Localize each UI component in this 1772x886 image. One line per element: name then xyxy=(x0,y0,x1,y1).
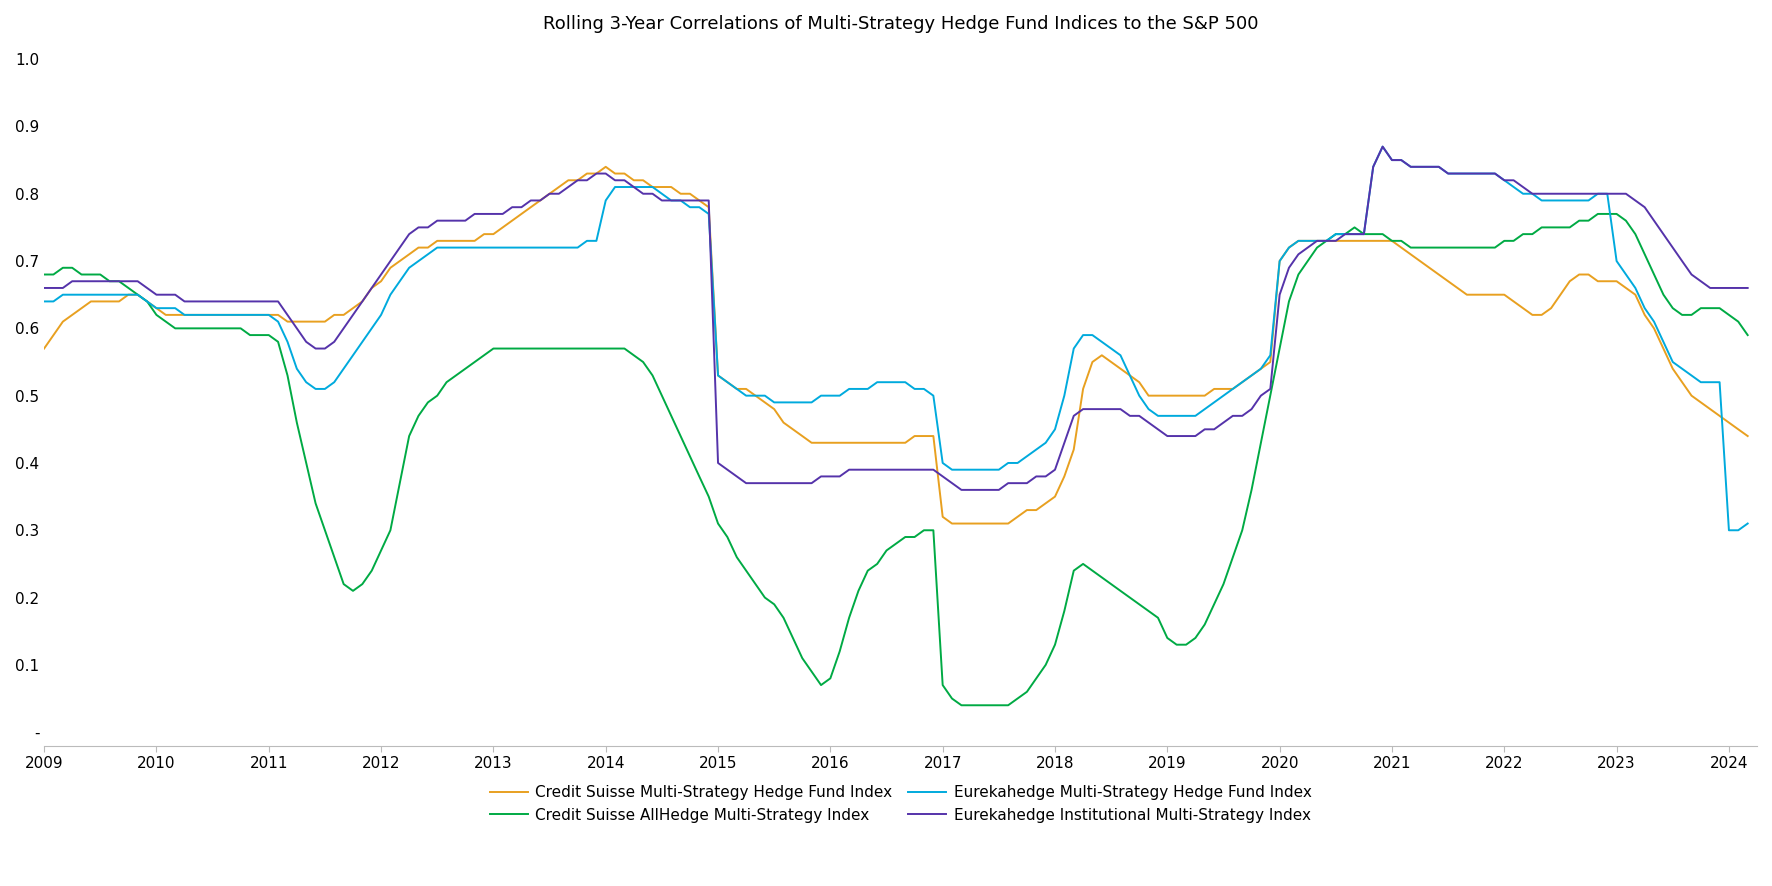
Eurekahedge Institutional Multi-Strategy Index xyxy=(952,485,973,495)
Eurekahedge Institutional Multi-Strategy Index xyxy=(1737,283,1758,293)
Eurekahedge Institutional Multi-Strategy Index xyxy=(296,337,317,347)
Credit Suisse AllHedge Multi-Strategy Index xyxy=(764,599,785,610)
Eurekahedge Multi-Strategy Hedge Fund Index xyxy=(1737,518,1758,529)
Eurekahedge Multi-Strategy Hedge Fund Index xyxy=(43,296,64,307)
Eurekahedge Multi-Strategy Hedge Fund Index xyxy=(567,242,588,253)
Credit Suisse AllHedge Multi-Strategy Index xyxy=(952,700,973,711)
Credit Suisse Multi-Strategy Hedge Fund Index xyxy=(567,175,588,185)
Line: Eurekahedge Institutional Multi-Strategy Index: Eurekahedge Institutional Multi-Strategy… xyxy=(44,146,1747,490)
Credit Suisse Multi-Strategy Hedge Fund Index xyxy=(296,316,317,327)
Credit Suisse AllHedge Multi-Strategy Index xyxy=(1737,330,1758,340)
Eurekahedge Institutional Multi-Strategy Index xyxy=(259,296,280,307)
Eurekahedge Multi-Strategy Hedge Fund Index xyxy=(296,377,317,387)
Credit Suisse AllHedge Multi-Strategy Index xyxy=(567,343,588,354)
Line: Credit Suisse Multi-Strategy Hedge Fund Index: Credit Suisse Multi-Strategy Hedge Fund … xyxy=(44,167,1747,524)
Eurekahedge Institutional Multi-Strategy Index xyxy=(34,283,55,293)
Eurekahedge Institutional Multi-Strategy Index xyxy=(895,464,916,475)
Eurekahedge Multi-Strategy Hedge Fund Index xyxy=(1719,525,1740,535)
Credit Suisse Multi-Strategy Hedge Fund Index xyxy=(43,330,64,340)
Credit Suisse AllHedge Multi-Strategy Index xyxy=(1588,208,1609,219)
Credit Suisse Multi-Strategy Hedge Fund Index xyxy=(259,309,280,320)
Eurekahedge Multi-Strategy Hedge Fund Index xyxy=(1372,141,1393,152)
Eurekahedge Institutional Multi-Strategy Index xyxy=(567,175,588,185)
Credit Suisse AllHedge Multi-Strategy Index xyxy=(296,458,317,469)
Eurekahedge Institutional Multi-Strategy Index xyxy=(764,478,785,488)
Line: Credit Suisse AllHedge Multi-Strategy Index: Credit Suisse AllHedge Multi-Strategy In… xyxy=(44,214,1747,705)
Line: Eurekahedge Multi-Strategy Hedge Fund Index: Eurekahedge Multi-Strategy Hedge Fund In… xyxy=(44,146,1747,530)
Credit Suisse Multi-Strategy Hedge Fund Index xyxy=(904,431,925,441)
Eurekahedge Multi-Strategy Hedge Fund Index xyxy=(764,397,785,408)
Credit Suisse AllHedge Multi-Strategy Index xyxy=(34,269,55,280)
Eurekahedge Multi-Strategy Hedge Fund Index xyxy=(34,296,55,307)
Credit Suisse AllHedge Multi-Strategy Index xyxy=(43,269,64,280)
Eurekahedge Multi-Strategy Hedge Fund Index xyxy=(895,377,916,387)
Credit Suisse Multi-Strategy Hedge Fund Index xyxy=(941,518,962,529)
Credit Suisse Multi-Strategy Hedge Fund Index xyxy=(595,161,617,172)
Credit Suisse Multi-Strategy Hedge Fund Index xyxy=(773,417,794,428)
Eurekahedge Institutional Multi-Strategy Index xyxy=(43,283,64,293)
Legend: Credit Suisse Multi-Strategy Hedge Fund Index, Credit Suisse AllHedge Multi-Stra: Credit Suisse Multi-Strategy Hedge Fund … xyxy=(484,779,1318,829)
Eurekahedge Multi-Strategy Hedge Fund Index xyxy=(259,309,280,320)
Eurekahedge Institutional Multi-Strategy Index xyxy=(1372,141,1393,152)
Credit Suisse Multi-Strategy Hedge Fund Index xyxy=(34,343,55,354)
Credit Suisse Multi-Strategy Hedge Fund Index xyxy=(1737,431,1758,441)
Credit Suisse AllHedge Multi-Strategy Index xyxy=(895,532,916,542)
Title: Rolling 3-Year Correlations of Multi-Strategy Hedge Fund Indices to the S&P 500: Rolling 3-Year Correlations of Multi-Str… xyxy=(542,15,1258,33)
Credit Suisse AllHedge Multi-Strategy Index xyxy=(259,330,280,340)
